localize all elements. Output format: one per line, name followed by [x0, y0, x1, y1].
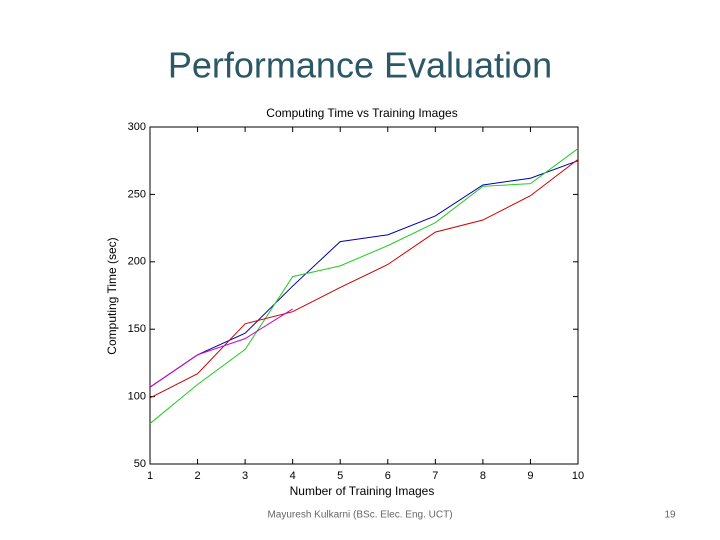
x-tick-label: 4 — [290, 470, 296, 482]
y-tick-label: 250 — [128, 188, 146, 200]
y-tick-label: 300 — [128, 121, 146, 133]
y-axis-label: Computing Time (sec) — [105, 237, 119, 354]
series-line — [149, 158, 579, 399]
x-tick-label: 7 — [432, 470, 438, 482]
x-tick-label: 2 — [194, 470, 200, 482]
series-line — [149, 148, 579, 424]
x-axis-label: Number of Training Images — [290, 484, 435, 498]
x-tick-label: 1 — [147, 470, 153, 482]
y-tick-label: 150 — [128, 323, 146, 335]
footer: Mayuresh Kulkarni (BSc. Elec. Eng. UCT) — [267, 510, 452, 521]
x-tick-label: 8 — [480, 470, 486, 482]
x-tick-label: 6 — [385, 470, 391, 482]
chart-title: Computing Time vs Training Images — [266, 106, 457, 120]
x-tick-label: 3 — [242, 470, 248, 482]
series-line — [149, 160, 579, 388]
y-tick-label: 50 — [134, 458, 146, 470]
plot-frame — [149, 126, 579, 465]
x-tick-label: 10 — [572, 470, 584, 482]
page-number: 19 — [664, 510, 676, 521]
series-line — [149, 308, 293, 388]
slide-title: Performance Evaluation — [168, 45, 552, 86]
x-tick-label: 5 — [337, 470, 343, 482]
x-tick-label: 9 — [527, 470, 533, 482]
y-tick-label: 200 — [128, 256, 146, 268]
y-tick-label: 100 — [128, 391, 146, 403]
